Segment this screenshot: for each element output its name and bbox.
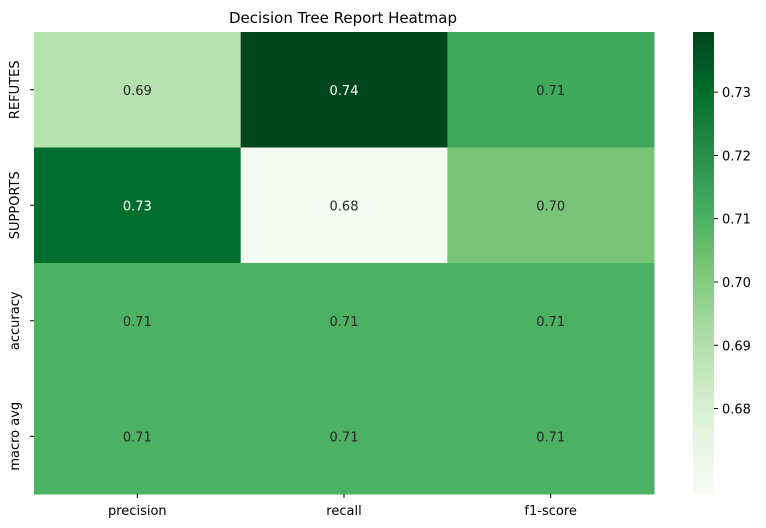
cell-value-label: 0.74 [330, 84, 359, 99]
y-tick-label: SUPPORTS [8, 171, 23, 239]
y-axis: REFUTES SUPPORTS accuracy macro avg [8, 60, 34, 471]
colorbar-tick-label: 0.69 [722, 339, 751, 354]
x-tick-label: precision [108, 504, 167, 519]
heatmap-cell [447, 147, 655, 264]
y-tick-label: macro avg [8, 402, 23, 471]
colorbar-tick-label: 0.71 [722, 213, 751, 228]
heatmap-cell [34, 147, 242, 264]
cell-value-label: 0.71 [536, 315, 565, 330]
y-tick-label: REFUTES [8, 60, 23, 119]
colorbar-gradient [693, 32, 714, 494]
heatmap-cell [34, 263, 242, 379]
cell-value-label: 0.71 [330, 315, 359, 330]
cell-value-label: 0.69 [123, 84, 152, 99]
heatmap-cell [447, 32, 655, 148]
heatmap-cell [447, 378, 655, 495]
cell-value-label: 0.71 [536, 430, 565, 445]
colorbar-tick-label: 0.70 [722, 276, 751, 291]
colorbar-tick-label: 0.72 [722, 149, 751, 164]
heatmap-cells [34, 32, 655, 495]
chart-title: Decision Tree Report Heatmap [229, 9, 457, 27]
x-axis: precision recall f1-score [108, 494, 577, 519]
cell-value-label: 0.71 [123, 315, 152, 330]
colorbar-ticks: 0.68 0.69 0.70 0.71 0.72 0.73 [714, 86, 751, 418]
x-tick-label: recall [326, 504, 361, 519]
cell-value-label: 0.71 [123, 430, 152, 445]
y-tick-label: accuracy [8, 291, 23, 350]
heatmap-cell [240, 263, 448, 379]
heatmap-cell [34, 32, 242, 148]
heatmap-cell [447, 263, 655, 379]
colorbar-tick-label: 0.68 [722, 403, 751, 418]
heatmap-cell [34, 378, 242, 495]
heatmap-cell [240, 378, 448, 495]
colorbar [693, 32, 714, 494]
heatmap-cell [240, 147, 448, 264]
cell-value-label: 0.73 [123, 199, 152, 214]
cell-value-label: 0.71 [536, 84, 565, 99]
cell-value-label: 0.68 [330, 199, 359, 214]
cell-value-label: 0.71 [330, 430, 359, 445]
cell-annotations: 0.69 0.74 0.71 0.73 0.68 0.70 0.71 0.71 0.71 0.71… [123, 84, 565, 446]
cell-value-label: 0.70 [536, 199, 565, 214]
x-tick-label: f1-score [524, 504, 576, 519]
heatmap-cell [240, 32, 448, 148]
colorbar-tick-label: 0.73 [722, 86, 751, 101]
